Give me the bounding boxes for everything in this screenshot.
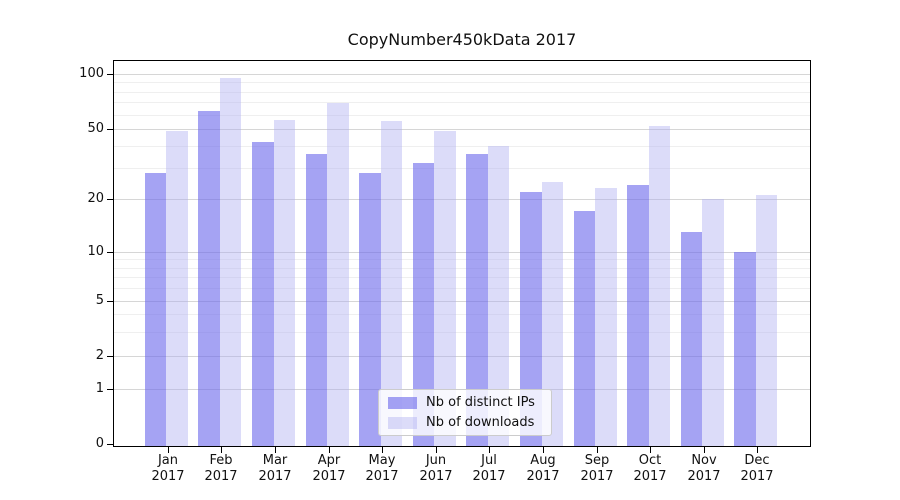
x-tick-label: Sep 2017 (580, 453, 614, 484)
legend: Nb of distinct IPs Nb of downloads (378, 389, 552, 436)
bar-nb-of-distinct-ips-jun (412, 163, 435, 446)
legend-swatch-downloads (388, 416, 417, 429)
legend-swatch-distinct-ips (388, 396, 417, 409)
minor-gridline (114, 268, 810, 269)
minor-gridline (114, 82, 810, 83)
x-tick-label: Feb 2017 (204, 453, 238, 484)
minor-gridline (114, 332, 810, 333)
x-tick-label: Aug 2017 (526, 453, 560, 484)
bar-nb-of-downloads-apr (327, 103, 349, 446)
bar-nb-of-downloads-aug (541, 181, 563, 446)
bar-nb-of-downloads-mar (273, 120, 295, 446)
x-tick-label: Nov 2017 (687, 453, 721, 484)
bar-nb-of-distinct-ips-oct (627, 185, 649, 446)
x-tick-mark (597, 447, 598, 453)
y-tick-mark (107, 356, 113, 357)
x-tick-label: Jul 2017 (472, 453, 506, 484)
legend-item-downloads: Nb of downloads (388, 414, 551, 431)
minor-gridline (114, 168, 810, 169)
chart-title: CopyNumber450kData 2017 (347, 30, 577, 49)
plot-area: Nb of distinct IPs Nb of downloads (113, 60, 811, 447)
minor-gridline (114, 146, 810, 147)
bar-nb-of-downloads-sep (595, 188, 617, 446)
x-tick-mark (329, 447, 330, 453)
x-tick-mark (221, 447, 222, 453)
bar-nb-of-distinct-ips-mar (252, 142, 274, 446)
bar-nb-of-downloads-may (380, 121, 403, 446)
x-tick-label: Jun 2017 (419, 453, 453, 484)
minor-gridline (114, 115, 810, 116)
bar-nb-of-distinct-ips-may (359, 173, 381, 446)
x-tick-mark (382, 447, 383, 453)
y-tick-mark (107, 389, 113, 390)
legend-label-distinct-ips: Nb of distinct IPs (426, 395, 535, 410)
x-tick-mark (168, 447, 169, 453)
bar-nb-of-distinct-ips-jul (466, 154, 488, 446)
x-tick-mark (436, 447, 437, 453)
y-tick-label: 1 (95, 381, 104, 396)
x-tick-label: May 2017 (365, 453, 399, 484)
x-tick-label: Jan 2017 (151, 453, 185, 484)
bar-nb-of-downloads-jan (166, 130, 188, 446)
legend-label-downloads: Nb of downloads (426, 415, 535, 430)
x-tick-label: Mar 2017 (258, 453, 292, 484)
major-gridline (114, 199, 810, 200)
minor-gridline (114, 288, 810, 289)
bar-nb-of-distinct-ips-apr (305, 154, 328, 446)
x-tick-label: Oct 2017 (633, 453, 667, 484)
legend-item-distinct-ips: Nb of distinct IPs (388, 394, 551, 411)
bar-nb-of-distinct-ips-jan (144, 173, 167, 446)
y-tick-label: 5 (95, 293, 104, 308)
y-tick-mark (107, 444, 113, 445)
bar-nb-of-downloads-jul (487, 146, 510, 446)
x-tick-mark (275, 447, 276, 453)
y-tick-mark (107, 252, 113, 253)
y-tick-label: 0 (95, 436, 104, 451)
bar-nb-of-downloads-dec (755, 195, 778, 446)
bar-nb-of-distinct-ips-nov (680, 231, 703, 446)
major-gridline (114, 129, 810, 130)
bar-nb-of-downloads-feb (219, 78, 242, 446)
minor-gridline (114, 102, 810, 103)
bar-nb-of-distinct-ips-feb (198, 110, 220, 446)
x-tick-label: Apr 2017 (312, 453, 346, 484)
x-tick-mark (704, 447, 705, 453)
x-tick-label: Dec 2017 (740, 453, 774, 484)
major-gridline (114, 356, 810, 357)
y-tick-label: 100 (79, 66, 104, 81)
y-tick-label: 20 (87, 191, 104, 206)
minor-gridline (114, 92, 810, 93)
y-tick-label: 50 (87, 121, 104, 136)
major-gridline (114, 252, 810, 253)
y-tick-label: 10 (87, 244, 104, 259)
x-tick-mark (543, 447, 544, 453)
y-tick-mark (107, 129, 113, 130)
y-tick-mark (107, 74, 113, 75)
bar-nb-of-distinct-ips-aug (520, 191, 542, 446)
minor-gridline (114, 277, 810, 278)
minor-gridline (114, 259, 810, 260)
y-tick-label: 2 (95, 348, 104, 363)
minor-gridline (114, 314, 810, 315)
bar-nb-of-distinct-ips-sep (573, 211, 596, 446)
bar-nb-of-distinct-ips-dec (734, 252, 756, 446)
x-tick-mark (757, 447, 758, 453)
y-tick-mark (107, 301, 113, 302)
bar-nb-of-downloads-jun (434, 130, 456, 446)
y-tick-mark (107, 199, 113, 200)
bar-nb-of-downloads-nov (702, 199, 724, 446)
major-gridline (114, 301, 810, 302)
x-tick-mark (650, 447, 651, 453)
major-gridline (114, 74, 810, 75)
bar-nb-of-downloads-oct (648, 125, 671, 446)
x-tick-mark (489, 447, 490, 453)
